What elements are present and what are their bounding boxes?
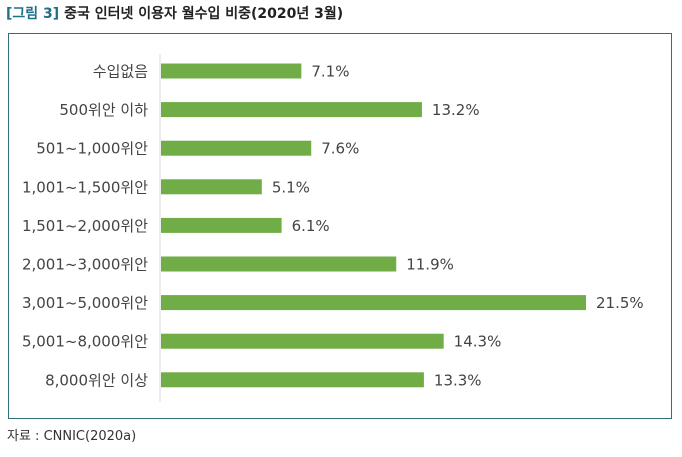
data-label: 13.2% (432, 101, 480, 119)
bar (161, 140, 312, 156)
bar-chart: 수입없음 7.1% 500위안 이하 13.2% 501~1,000위안 7.6% 1,00… (22, 54, 644, 402)
data-label: 11.9% (406, 256, 454, 274)
data-label: 14.3% (454, 333, 502, 351)
figure-header: [그림 3] 중국 인터넷 이용자 월수입 비중(2020년 3월) (6, 4, 343, 24)
category-label: 1,501~2,000위안 (22, 217, 148, 235)
data-label: 5.1% (272, 178, 310, 196)
category-label: 8,000위안 이상 (45, 371, 148, 389)
category-label: 2,001~3,000위안 (22, 256, 148, 274)
chart-title: 중국 인터넷 이용자 월수입 비중(2020년 3월) (64, 6, 344, 22)
category-label: 501~1,000위안 (36, 140, 148, 158)
category-label: 1,001~1,500위안 (22, 178, 148, 196)
bar (161, 256, 397, 272)
data-label: 13.3% (434, 371, 482, 389)
bar (161, 179, 262, 195)
bar (161, 372, 424, 388)
category-label: 3,001~5,000위안 (22, 294, 148, 312)
category-label: 5,001~8,000위안 (22, 333, 148, 351)
bar (161, 333, 444, 349)
source-note: 자료 : CNNIC(2020a) (7, 429, 137, 444)
bar (161, 217, 282, 233)
bar (161, 63, 302, 79)
data-label: 21.5% (596, 294, 644, 312)
data-label: 6.1% (292, 217, 330, 235)
category-label: 500위안 이하 (59, 101, 148, 119)
data-label: 7.1% (311, 63, 349, 81)
figure-label: [그림 3] (6, 6, 60, 22)
data-label: 7.6% (321, 140, 359, 158)
chart-frame: 수입없음 7.1% 500위안 이하 13.2% 501~1,000위안 7.6% 1,00… (8, 33, 672, 419)
category-label: 수입없음 (93, 63, 148, 81)
bar (161, 102, 422, 118)
bar (161, 295, 586, 311)
